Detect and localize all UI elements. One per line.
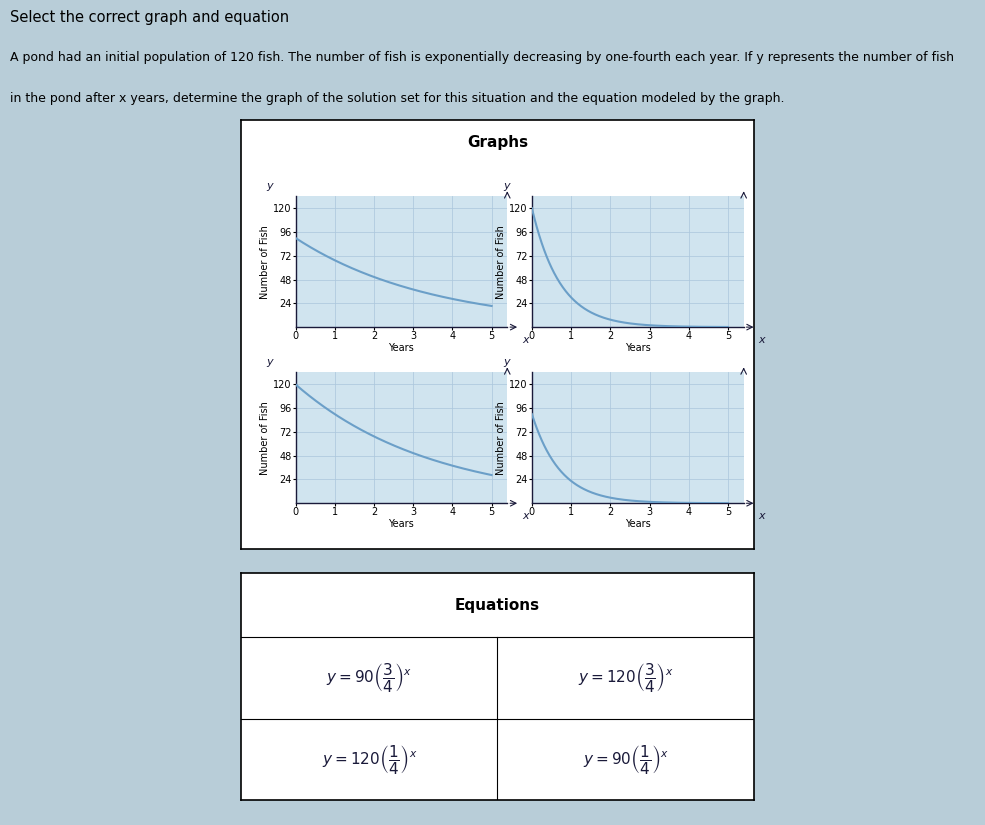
Y-axis label: Number of Fish: Number of Fish: [496, 401, 506, 475]
X-axis label: Years: Years: [388, 342, 415, 352]
Text: Equations: Equations: [455, 597, 540, 613]
X-axis label: Years: Years: [624, 342, 651, 352]
Text: y: y: [267, 182, 274, 191]
Text: y: y: [503, 357, 510, 367]
Text: x: x: [522, 335, 529, 345]
Y-axis label: Number of Fish: Number of Fish: [496, 224, 506, 299]
Y-axis label: Number of Fish: Number of Fish: [260, 224, 270, 299]
Text: $y = 120\left(\dfrac{1}{4}\right)^{x}$: $y = 120\left(\dfrac{1}{4}\right)^{x}$: [322, 742, 417, 775]
Text: $y = 90\left(\dfrac{1}{4}\right)^{x}$: $y = 90\left(\dfrac{1}{4}\right)^{x}$: [582, 742, 669, 775]
Text: y: y: [267, 357, 274, 367]
Text: A pond had an initial population of 120 fish. The number of fish is exponentiall: A pond had an initial population of 120 …: [10, 51, 953, 64]
Text: x: x: [758, 512, 765, 521]
Text: $y = 90\left(\dfrac{3}{4}\right)^{x}$: $y = 90\left(\dfrac{3}{4}\right)^{x}$: [326, 662, 413, 694]
Text: in the pond after x years, determine the graph of the solution set for this situ: in the pond after x years, determine the…: [10, 92, 784, 105]
Text: Select the correct graph and equation: Select the correct graph and equation: [10, 11, 289, 26]
X-axis label: Years: Years: [624, 519, 651, 529]
X-axis label: Years: Years: [388, 519, 415, 529]
Text: x: x: [758, 335, 765, 345]
Text: $y = 120\left(\dfrac{3}{4}\right)^{x}$: $y = 120\left(\dfrac{3}{4}\right)^{x}$: [578, 662, 673, 694]
Text: x: x: [522, 512, 529, 521]
Text: y: y: [503, 182, 510, 191]
Text: Graphs: Graphs: [467, 134, 528, 149]
Y-axis label: Number of Fish: Number of Fish: [260, 401, 270, 475]
